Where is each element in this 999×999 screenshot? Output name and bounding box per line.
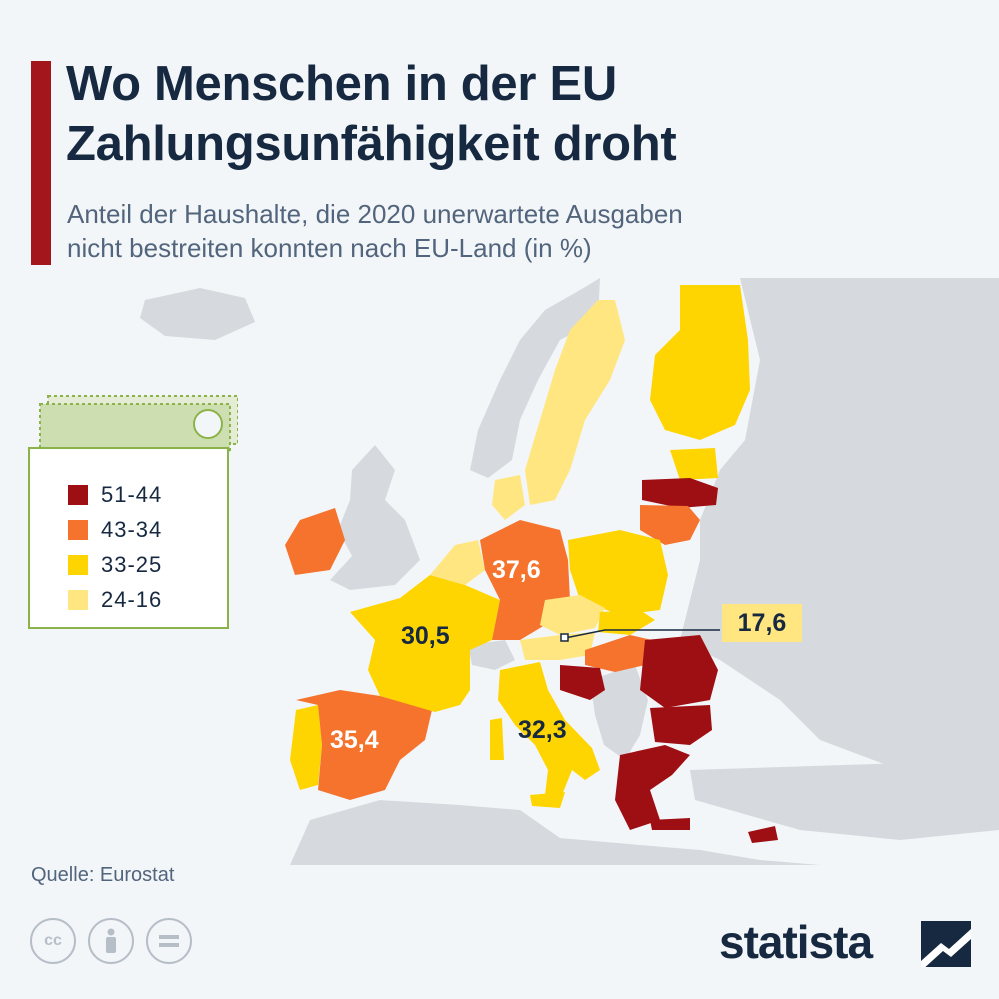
banknote-icon bbox=[39, 395, 238, 453]
legend: 51-44 43-34 33-25 24-16 bbox=[28, 447, 229, 629]
non-eu-land bbox=[140, 278, 999, 865]
country-portugal bbox=[290, 705, 322, 790]
country-croatia bbox=[560, 665, 605, 700]
country-czechia bbox=[540, 595, 605, 635]
country-russia-east bbox=[680, 278, 999, 770]
country-greece bbox=[615, 745, 690, 830]
legend-swatch bbox=[68, 590, 88, 610]
chart-subtitle: Anteil der Haushalte, die 2020 unerwarte… bbox=[67, 199, 683, 263]
country-bulgaria bbox=[650, 705, 712, 745]
country-hungary bbox=[585, 635, 652, 672]
country-crete bbox=[650, 818, 690, 830]
country-turkey bbox=[690, 760, 999, 840]
country-cyprus bbox=[748, 826, 778, 843]
country-ireland bbox=[285, 508, 345, 575]
creative-commons-icon[interactable]: cc bbox=[30, 918, 76, 964]
country-france bbox=[350, 575, 500, 712]
legend-swatch bbox=[68, 485, 88, 505]
country-uk bbox=[330, 445, 420, 590]
country-switzerland bbox=[468, 640, 515, 670]
brand-logo-text[interactable]: statista bbox=[719, 916, 873, 968]
country-slovakia bbox=[598, 610, 655, 635]
value-label-spain: 35,4 bbox=[330, 726, 379, 754]
source-text: Quelle: Eurostat bbox=[31, 864, 175, 886]
country-latvia bbox=[642, 478, 718, 508]
legend-label: 33-25 bbox=[101, 552, 163, 577]
legend-item: 33-25 bbox=[68, 551, 162, 579]
country-sweden bbox=[525, 300, 625, 505]
no-derivatives-icon[interactable] bbox=[146, 918, 192, 964]
country-spain bbox=[296, 690, 432, 800]
legend-item: 24-16 bbox=[68, 586, 162, 614]
country-sardinia bbox=[490, 718, 504, 760]
legend-label: 24-16 bbox=[101, 587, 163, 612]
value-label-germany: 37,6 bbox=[492, 556, 541, 584]
legend-swatch bbox=[68, 555, 88, 575]
country-romania bbox=[640, 635, 718, 708]
value-label-italy: 32,3 bbox=[518, 716, 567, 744]
north-africa bbox=[290, 800, 820, 865]
legend-label: 51-44 bbox=[101, 482, 163, 507]
country-benelux bbox=[430, 540, 485, 585]
callout-anchor bbox=[560, 633, 569, 642]
country-estonia bbox=[670, 448, 718, 480]
country-sicily bbox=[530, 792, 565, 808]
country-poland bbox=[568, 530, 668, 615]
country-lithuania bbox=[640, 505, 700, 545]
license-icons: cc bbox=[30, 918, 192, 964]
legend-label: 43-34 bbox=[101, 517, 163, 542]
country-norway bbox=[470, 278, 600, 478]
legend-item: 43-34 bbox=[68, 516, 162, 544]
statista-logo-icon[interactable] bbox=[921, 921, 971, 967]
country-austria bbox=[520, 632, 595, 660]
europe-map bbox=[140, 278, 999, 865]
country-iceland bbox=[140, 288, 255, 340]
value-label-czechia: 17,6 bbox=[722, 604, 802, 642]
country-finland bbox=[650, 285, 750, 440]
title-accent-bar bbox=[31, 61, 51, 265]
chart-title: Wo Menschen in der EU Zahlungsunfähigkeit… bbox=[66, 57, 677, 171]
attribution-icon[interactable] bbox=[88, 918, 134, 964]
legend-item: 51-44 bbox=[68, 481, 162, 509]
legend-swatch bbox=[68, 520, 88, 540]
country-italy bbox=[498, 662, 600, 800]
callout-leader-line bbox=[564, 629, 720, 639]
value-label-france: 30,5 bbox=[401, 622, 450, 650]
country-denmark bbox=[492, 475, 525, 520]
